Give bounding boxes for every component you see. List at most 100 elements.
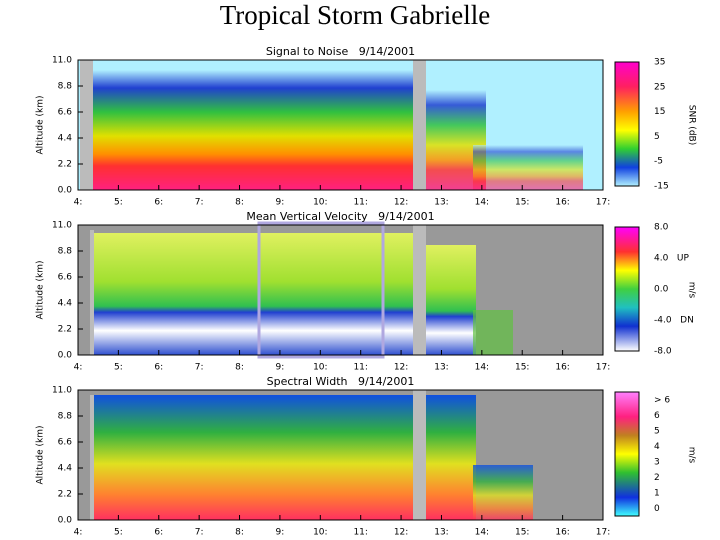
colorbar-tick-label: 1 <box>654 488 660 498</box>
y-tick-label: 8.8 <box>58 247 73 257</box>
x-tick-label: 13: <box>434 363 448 373</box>
x-tick-label: 11: <box>353 528 367 538</box>
x-tick-label: 8: <box>235 528 244 538</box>
colorbar <box>614 391 640 517</box>
x-tick-label: 11: <box>353 363 367 373</box>
colorbar-tick-label: 5 <box>654 132 660 142</box>
x-tick-label: 6: <box>154 528 163 538</box>
x-tick-label: 4: <box>74 198 83 208</box>
colorbar-label: SNR (dB) <box>687 105 697 145</box>
colorbar-tick-label: 4 <box>654 442 660 452</box>
colorbar-tick-label: 35 <box>654 58 665 68</box>
y-tick-label: 6.6 <box>58 438 73 448</box>
y-tick-label: 2.2 <box>58 490 72 500</box>
gap <box>90 230 94 355</box>
y-tick-label: 2.2 <box>58 160 72 170</box>
x-tick-label: 6: <box>154 198 163 208</box>
x-tick-label: 4: <box>74 528 83 538</box>
x-tick-label: 5: <box>114 198 123 208</box>
y-tick-label: 11.0 <box>52 386 72 396</box>
panel-title: Mean Vertical Velocity 9/14/2001 <box>246 210 434 223</box>
x-tick-label: 13: <box>434 198 448 208</box>
y-tick-label: 0.0 <box>58 351 73 361</box>
colorbar-label: m/s <box>687 282 697 299</box>
y-tick-label: 8.8 <box>58 412 73 422</box>
y-tick-label: 6.6 <box>58 108 73 118</box>
plot-frame <box>77 59 604 191</box>
x-tick-label: 11: <box>353 198 367 208</box>
y-tick-label: 4.4 <box>58 134 73 144</box>
x-tick-label: 15: <box>515 363 529 373</box>
colorbar-tick-label: 3 <box>654 457 660 467</box>
highlight-box <box>257 221 385 359</box>
colorbar-tick-label: 8.0 <box>654 223 669 233</box>
colorbar <box>614 226 640 352</box>
x-tick-label: 9: <box>276 198 285 208</box>
x-tick-label: 8: <box>235 363 244 373</box>
echo-region <box>426 245 476 355</box>
x-tick-label: 10: <box>313 198 327 208</box>
y-tick-label: 6.6 <box>58 273 73 283</box>
colorbar-tick-label: -15 <box>654 182 669 192</box>
panel-title: Signal to Noise 9/14/2001 <box>266 45 415 58</box>
gap <box>413 225 426 355</box>
x-tick-label: 5: <box>114 363 123 373</box>
colorbar-tick-label: 5 <box>654 426 660 436</box>
y-tick-label: 0.0 <box>58 516 73 526</box>
x-tick-label: 15: <box>515 198 529 208</box>
colorbar-tick-label: 15 <box>654 107 665 117</box>
colorbar-label: m/s <box>687 447 697 464</box>
y-tick-label: 4.4 <box>58 299 73 309</box>
colorbar <box>614 61 640 187</box>
x-tick-label: 8: <box>235 198 244 208</box>
echo-region <box>473 310 513 355</box>
x-tick-label: 7: <box>195 528 204 538</box>
colorbar-tick-label: 0.0 <box>654 285 669 295</box>
colorbar-tick-label: -8.0 <box>654 347 672 357</box>
echo-region <box>426 395 476 520</box>
x-tick-label: 9: <box>276 363 285 373</box>
colorbar-tick-label: 6 <box>654 411 660 421</box>
x-tick-label: 16: <box>555 528 569 538</box>
x-tick-label: 14: <box>475 528 489 538</box>
colorbar-tick-label: > 6 <box>654 395 670 405</box>
y-tick-label: 11.0 <box>52 56 72 66</box>
y-axis-label: Altitude (km) <box>36 425 46 484</box>
x-tick-label: 17: <box>596 198 610 208</box>
x-tick-label: 6: <box>154 363 163 373</box>
x-tick-label: 10: <box>313 363 327 373</box>
x-tick-label: 16: <box>555 363 569 373</box>
x-tick-label: 17: <box>596 528 610 538</box>
colorbar-tick-label: 25 <box>654 82 665 92</box>
echo-region <box>93 70 415 190</box>
x-tick-label: 12: <box>394 363 408 373</box>
x-tick-label: 14: <box>475 198 489 208</box>
x-tick-label: 10: <box>313 528 327 538</box>
x-tick-label: 4: <box>74 363 83 373</box>
y-tick-label: 4.4 <box>58 464 73 474</box>
y-tick-label: 2.2 <box>58 325 72 335</box>
x-tick-label: 5: <box>114 528 123 538</box>
colorbar-tick-label: 0 <box>654 504 660 514</box>
x-tick-label: 7: <box>195 198 204 208</box>
x-tick-label: 16: <box>555 198 569 208</box>
gap <box>90 395 94 520</box>
colorbar-tick-label: 2 <box>654 473 660 483</box>
colorbar-tick-label: -5 <box>654 157 663 167</box>
gap <box>413 60 426 190</box>
panel-title: Spectral Width 9/14/2001 <box>267 375 415 388</box>
x-tick-label: 17: <box>596 363 610 373</box>
y-tick-label: 0.0 <box>58 186 73 196</box>
x-tick-label: 12: <box>394 198 408 208</box>
x-tick-label: 15: <box>515 528 529 538</box>
y-axis-label: Altitude (km) <box>36 95 46 154</box>
echo-region <box>93 233 413 355</box>
x-tick-label: 12: <box>394 528 408 538</box>
y-axis-label: Altitude (km) <box>36 260 46 319</box>
echo-region <box>93 395 413 520</box>
colorbar-tick-label: -4.0 DN <box>654 316 694 326</box>
gap <box>413 390 426 520</box>
colorbar-tick-label: 4.0 UP <box>654 254 689 264</box>
plot-frame <box>77 389 604 521</box>
